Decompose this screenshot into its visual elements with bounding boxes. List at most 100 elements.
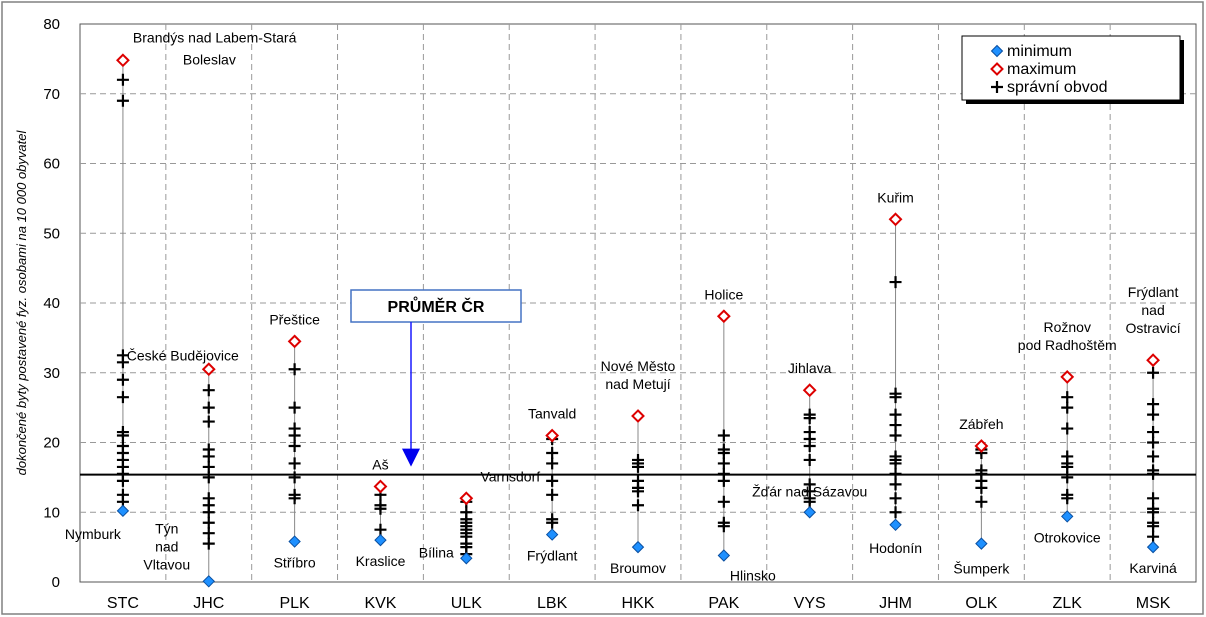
obvod-point bbox=[803, 439, 816, 452]
maximum-point bbox=[459, 491, 474, 506]
obvod-point bbox=[889, 506, 902, 519]
obvod-point bbox=[546, 457, 559, 470]
x-tick-label: JHM bbox=[879, 595, 912, 612]
obvod-point bbox=[116, 391, 129, 404]
obvod-point bbox=[1061, 492, 1074, 505]
obvod-point bbox=[975, 481, 988, 494]
legend-label: maximum bbox=[1007, 61, 1076, 78]
minimum-label: Broumov bbox=[610, 560, 666, 576]
minimum-label: Bílina bbox=[419, 544, 454, 560]
x-tick-label: PAK bbox=[708, 595, 739, 612]
y-tick-label: 80 bbox=[43, 16, 60, 33]
obvod-point bbox=[889, 419, 902, 432]
maximum-label: Přeštice bbox=[269, 311, 320, 327]
data-points bbox=[116, 53, 1160, 588]
obvod-point bbox=[1061, 471, 1074, 484]
obvod-point bbox=[202, 516, 215, 529]
maximum-point bbox=[201, 362, 216, 377]
obvod-point bbox=[1147, 366, 1160, 379]
maximum-label: Ostravicí bbox=[1125, 320, 1180, 336]
obvod-point bbox=[717, 457, 730, 470]
obvod-point bbox=[288, 439, 301, 452]
maximum-label: pod Radhoštěm bbox=[1018, 337, 1117, 353]
maximum-point bbox=[631, 409, 645, 423]
minimum-point bbox=[717, 549, 731, 562]
obvod-point bbox=[116, 474, 129, 487]
minimum-label: Vltavou bbox=[143, 556, 190, 572]
obvod-point bbox=[717, 474, 730, 487]
obvod-point bbox=[1147, 436, 1160, 449]
obvod-point bbox=[889, 276, 902, 289]
minimum-label: Hodonín bbox=[869, 540, 922, 556]
obvod-point bbox=[288, 401, 301, 414]
obvod-point bbox=[1061, 422, 1074, 435]
minimum-point bbox=[545, 528, 559, 541]
obvod-point bbox=[803, 495, 816, 508]
obvod-point bbox=[546, 446, 559, 459]
legend-marker-minimum bbox=[990, 44, 1004, 58]
minimum-label: Kraslice bbox=[356, 553, 406, 569]
minimum-label: Hlinsko bbox=[730, 567, 776, 583]
maximum-label: Frýdlant bbox=[1128, 284, 1179, 300]
minimum-label: Nymburk bbox=[65, 526, 122, 542]
obvod-point bbox=[116, 429, 129, 442]
obvod-point bbox=[546, 488, 559, 501]
maximum-label: Holice bbox=[704, 286, 743, 302]
obvod-point bbox=[202, 460, 215, 473]
obvod-point bbox=[889, 467, 902, 480]
obvod-point bbox=[1061, 391, 1074, 404]
maximum-point bbox=[545, 428, 560, 443]
obvod-point bbox=[288, 471, 301, 484]
obvod-point bbox=[717, 429, 730, 442]
x-tick-label: ZLK bbox=[1053, 595, 1083, 612]
minimum-point bbox=[631, 540, 645, 554]
obvod-point bbox=[717, 495, 730, 508]
obvod-point bbox=[1147, 492, 1160, 505]
y-tick-label: 70 bbox=[43, 86, 60, 103]
obvod-point bbox=[1147, 467, 1160, 480]
x-tick-label: HKK bbox=[622, 595, 655, 612]
maximum-label: Varnsdorf bbox=[480, 468, 540, 484]
obvod-point bbox=[116, 73, 129, 86]
obvod-point bbox=[1147, 506, 1160, 519]
obvod-point bbox=[546, 474, 559, 487]
obvod-point bbox=[288, 492, 301, 505]
legend-marker-maximum bbox=[990, 62, 1004, 76]
obvod-point bbox=[1147, 426, 1160, 439]
x-tick-label: MSK bbox=[1136, 595, 1171, 612]
minimum-label: Otrokovice bbox=[1034, 529, 1101, 545]
y-axis-label: dokončené byty postavené fyz. osobami na… bbox=[14, 130, 29, 476]
maximum-label: Tanvald bbox=[528, 406, 576, 422]
maximum-label: Zábřeh bbox=[959, 416, 1003, 432]
y-tick-label: 40 bbox=[43, 295, 60, 312]
grid bbox=[80, 24, 1196, 582]
maximum-label: nad Metují bbox=[605, 376, 670, 392]
minimum-point bbox=[460, 552, 473, 565]
obvod-point bbox=[889, 408, 902, 421]
x-tick-label: VYS bbox=[794, 595, 826, 612]
maximum-point bbox=[1146, 353, 1160, 368]
maximum-label: Nové Město bbox=[601, 358, 676, 374]
obvod-point bbox=[975, 495, 988, 508]
maximum-label: Brandýs nad Labem-Stará bbox=[133, 29, 297, 45]
obvod-point bbox=[632, 485, 644, 498]
maximum-point bbox=[1060, 370, 1075, 384]
obvod-point bbox=[889, 391, 902, 404]
maximum-point bbox=[716, 309, 731, 324]
minimum-label: Šumperk bbox=[953, 561, 1010, 577]
obvod-point bbox=[202, 415, 215, 428]
obvod-point bbox=[374, 523, 387, 536]
x-tick-label: PLK bbox=[279, 595, 310, 612]
maximum-label: Kuřim bbox=[877, 189, 914, 205]
maximum-label: Aš bbox=[372, 456, 388, 472]
minimum-point bbox=[1061, 510, 1074, 523]
maximum-label: Rožnov bbox=[1043, 319, 1090, 335]
obvod-point bbox=[1147, 530, 1160, 543]
obvod-point bbox=[889, 478, 902, 491]
obvod-point bbox=[202, 450, 215, 463]
x-tick-label: ULK bbox=[451, 595, 482, 612]
obvod-point bbox=[202, 506, 215, 519]
x-axis: STC JHC PLK KVK ULK LBK HKK PAK VYS JHM OLK ZLK MSK bbox=[107, 595, 1171, 612]
legend-marker-obvod bbox=[991, 81, 1003, 93]
